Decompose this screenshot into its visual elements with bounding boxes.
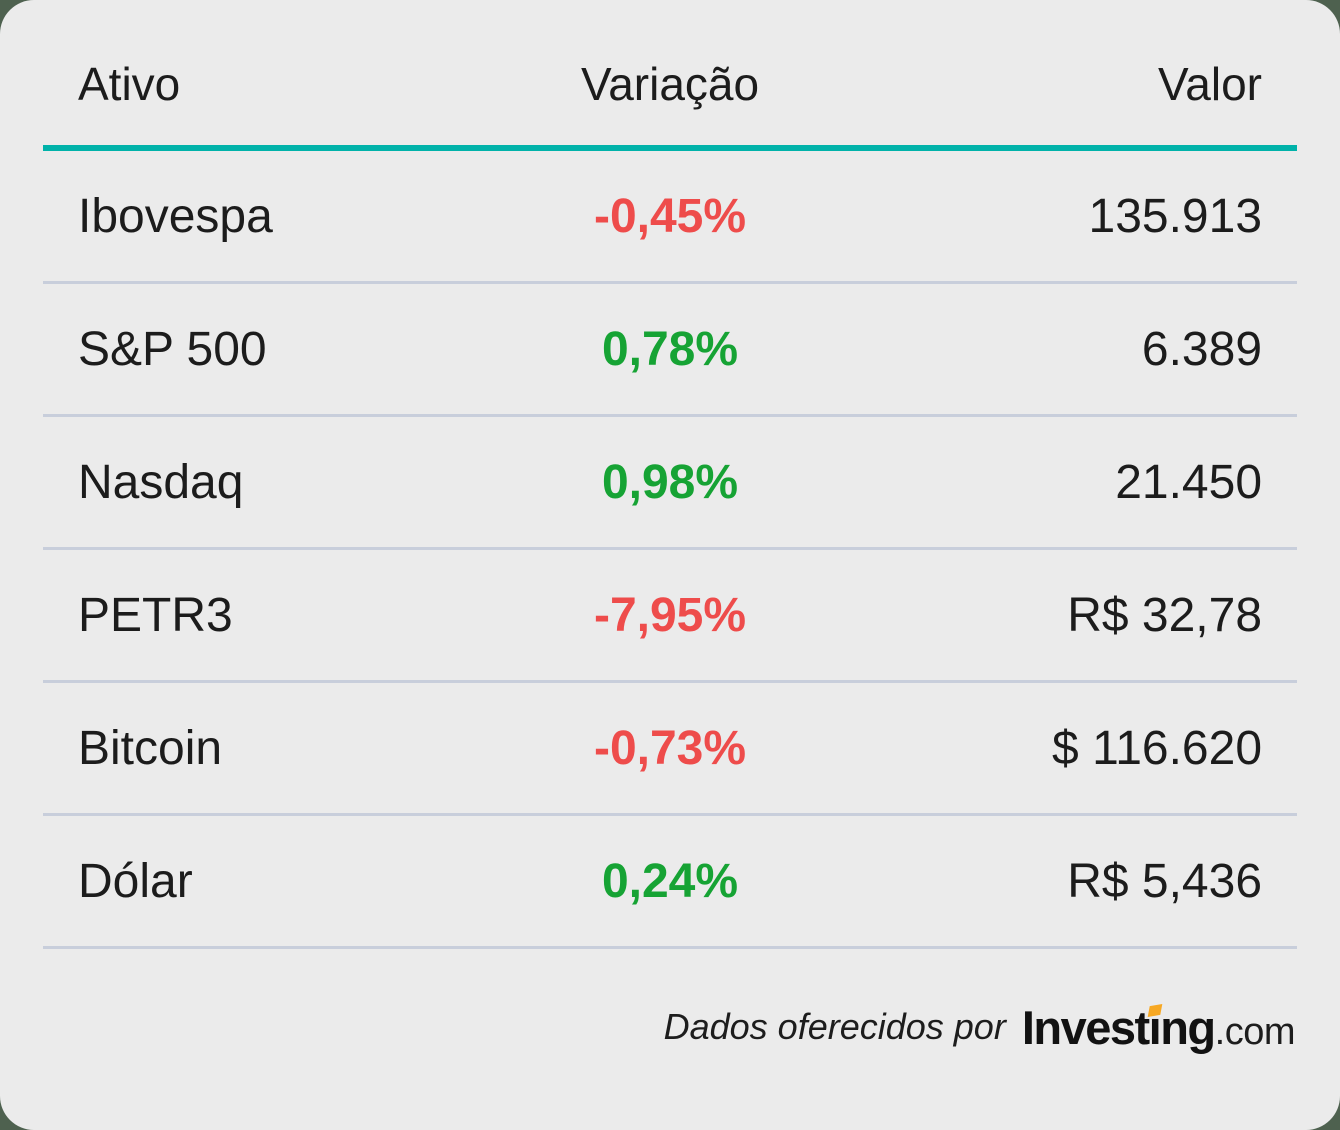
asset-value: R$ 5,436 xyxy=(1067,854,1263,908)
attribution-footer: Dados oferecidos por Investı ng .com xyxy=(43,949,1297,1105)
variation-value: 0,78% xyxy=(601,322,739,376)
table-row: Dólar 0,24% R$ 5,436 xyxy=(43,816,1297,949)
asset-name: S&P 500 xyxy=(78,322,267,376)
asset-name: Dólar xyxy=(78,854,193,908)
asset-name: Nasdaq xyxy=(78,455,244,509)
variation-value: -0,73% xyxy=(593,721,747,775)
variation-value: -7,95% xyxy=(593,588,747,642)
asset-value: $ 116.620 xyxy=(1052,721,1263,775)
logo-part2: ng xyxy=(1160,1000,1216,1054)
logo-wordmark: Investı ng xyxy=(1021,1000,1216,1054)
column-header-variacao: Variação xyxy=(580,57,760,110)
logo-com-suffix: .com xyxy=(1214,1010,1296,1053)
column-header-valor: Valor xyxy=(1158,57,1263,110)
variation-value: -0,45% xyxy=(593,189,747,243)
footer-credit-text: Dados oferecidos por xyxy=(663,1006,1006,1047)
table-row: Nasdaq 0,98% 21.450 xyxy=(43,417,1297,550)
logo-dotless-i: ı xyxy=(1147,1003,1162,1051)
table-row: Ibovespa -0,45% 135.913 xyxy=(43,151,1297,284)
table-row: PETR3 -7,95% R$ 32,78 xyxy=(43,550,1297,683)
asset-name: Bitcoin xyxy=(78,721,223,775)
asset-name: PETR3 xyxy=(78,588,233,642)
investing-logo[interactable]: Investı ng .com xyxy=(1021,1000,1296,1054)
logo-orange-tittle-icon xyxy=(1147,1003,1162,1017)
asset-value: 6.389 xyxy=(1141,322,1263,376)
asset-value: 21.450 xyxy=(1115,455,1263,509)
asset-value: 135.913 xyxy=(1088,189,1263,243)
variation-value: 0,24% xyxy=(601,854,739,908)
table-row: Bitcoin -0,73% $ 116.620 xyxy=(43,683,1297,816)
asset-value: R$ 32,78 xyxy=(1067,588,1263,642)
table-header: Ativo Variação Valor xyxy=(43,0,1297,151)
asset-name: Ibovespa xyxy=(78,189,273,243)
column-header-ativo: Ativo xyxy=(78,57,181,110)
logo-part1: Invest xyxy=(1021,1000,1150,1054)
table-row: S&P 500 0,78% 6.389 xyxy=(43,284,1297,417)
variation-value: 0,98% xyxy=(601,455,739,509)
